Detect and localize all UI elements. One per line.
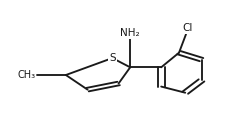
Text: S: S xyxy=(109,53,116,63)
Text: CH₃: CH₃ xyxy=(17,70,35,80)
Text: NH₂: NH₂ xyxy=(120,28,140,38)
Text: Cl: Cl xyxy=(183,23,193,33)
